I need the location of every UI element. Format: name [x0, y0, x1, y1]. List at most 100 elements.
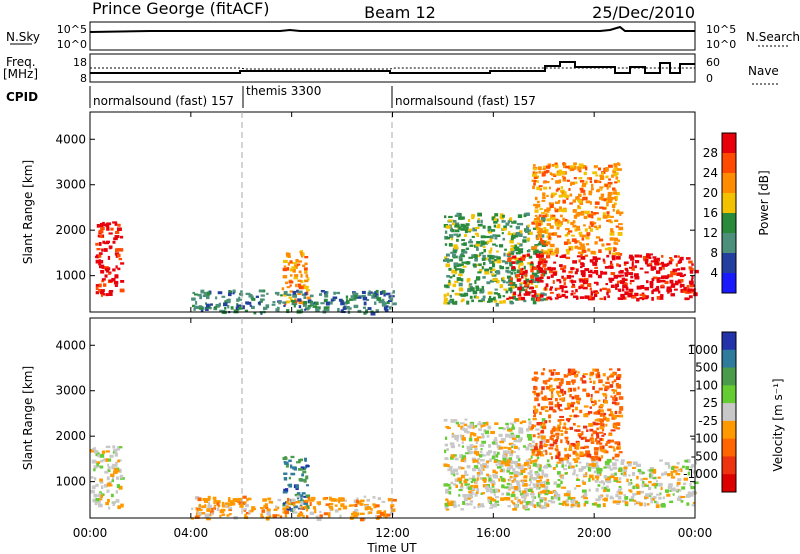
range-cell [632, 493, 637, 496]
range-cell [517, 286, 521, 291]
range-cell [546, 213, 549, 218]
range-cell [560, 408, 563, 412]
x-tick-label: 00:00 [678, 526, 713, 540]
range-cell [598, 422, 601, 425]
range-cell [375, 504, 380, 508]
range-cell [639, 297, 644, 300]
range-cell [282, 267, 288, 272]
range-cell [617, 373, 622, 378]
range-cell [457, 477, 463, 482]
range-cell [514, 244, 518, 249]
range-cell [304, 308, 307, 311]
range-cell [583, 502, 587, 507]
range-cell [658, 482, 663, 487]
range-cell [569, 414, 573, 418]
range-cell [629, 498, 634, 502]
range-cell [512, 255, 517, 259]
range-cell [482, 477, 487, 480]
range-cell [532, 272, 538, 277]
range-cell [96, 223, 100, 228]
range-cell [617, 368, 621, 371]
range-cell [594, 266, 598, 269]
range-cell [550, 437, 554, 441]
range-cell [605, 381, 610, 385]
range-cell [542, 450, 546, 453]
range-cell [480, 219, 483, 224]
range-cell [535, 221, 539, 226]
range-cell [482, 468, 485, 471]
range-cell [490, 430, 495, 435]
range-cell [207, 501, 211, 506]
range-cell [517, 471, 521, 476]
range-cell [325, 301, 330, 306]
range-cell [615, 168, 619, 171]
range-cell [585, 439, 590, 443]
range-cell [105, 450, 110, 453]
range-cell [656, 280, 661, 283]
range-cell [593, 225, 598, 228]
range-cell [496, 250, 499, 253]
range-cell [606, 480, 612, 484]
range-cell [107, 489, 110, 493]
range-cell [561, 475, 565, 480]
range-cell [517, 465, 523, 470]
range-cell [546, 194, 549, 198]
range-cell [325, 306, 330, 309]
freq-units-label: [MHz] [3, 67, 38, 81]
range-cell [261, 509, 266, 513]
range-cell [553, 174, 557, 177]
range-cell [114, 450, 117, 455]
range-cell [354, 508, 359, 512]
range-cell [232, 292, 235, 295]
range-cell [451, 229, 455, 233]
range-cell [593, 502, 598, 506]
range-cell [95, 284, 100, 287]
range-cell [629, 279, 635, 283]
range-cell [443, 418, 448, 422]
range-cell [659, 280, 665, 283]
range-cell [567, 372, 572, 376]
range-cell [552, 439, 557, 443]
range-cell [501, 214, 505, 218]
range-cell [595, 271, 599, 276]
range-cell [539, 280, 544, 283]
range-cell [282, 301, 287, 304]
range-cell [448, 234, 454, 239]
range-cell [588, 423, 594, 427]
range-cell [523, 479, 528, 483]
range-cell [589, 177, 592, 181]
range-cell [443, 301, 448, 305]
range-cell [616, 500, 622, 503]
range-cell [492, 243, 497, 246]
range-cell [549, 452, 552, 456]
range-cell [509, 217, 513, 221]
range-cell [628, 489, 632, 492]
range-cell [663, 264, 668, 267]
range-cell [574, 245, 579, 249]
range-cell [212, 508, 215, 513]
range-cell [611, 237, 617, 240]
range-cell [577, 386, 580, 390]
range-cell [312, 506, 317, 510]
range-cell [105, 458, 109, 462]
range-cell [521, 272, 524, 276]
range-cell [683, 482, 687, 486]
range-cell [651, 296, 654, 301]
range-cell [293, 505, 298, 509]
range-cell [520, 429, 524, 434]
range-cell [546, 207, 551, 212]
range-cell [352, 292, 357, 296]
range-cell [617, 168, 622, 171]
range-cell [554, 439, 559, 442]
range-cell [545, 451, 548, 456]
range-cell [498, 478, 501, 482]
range-cell [483, 480, 487, 483]
range-cell [492, 503, 497, 508]
noise-search-label: N.Search [746, 30, 800, 44]
range-cell [533, 267, 538, 271]
range-cell [491, 273, 495, 276]
range-cell [580, 286, 584, 289]
range-cell [602, 445, 605, 450]
range-cell [616, 162, 620, 166]
